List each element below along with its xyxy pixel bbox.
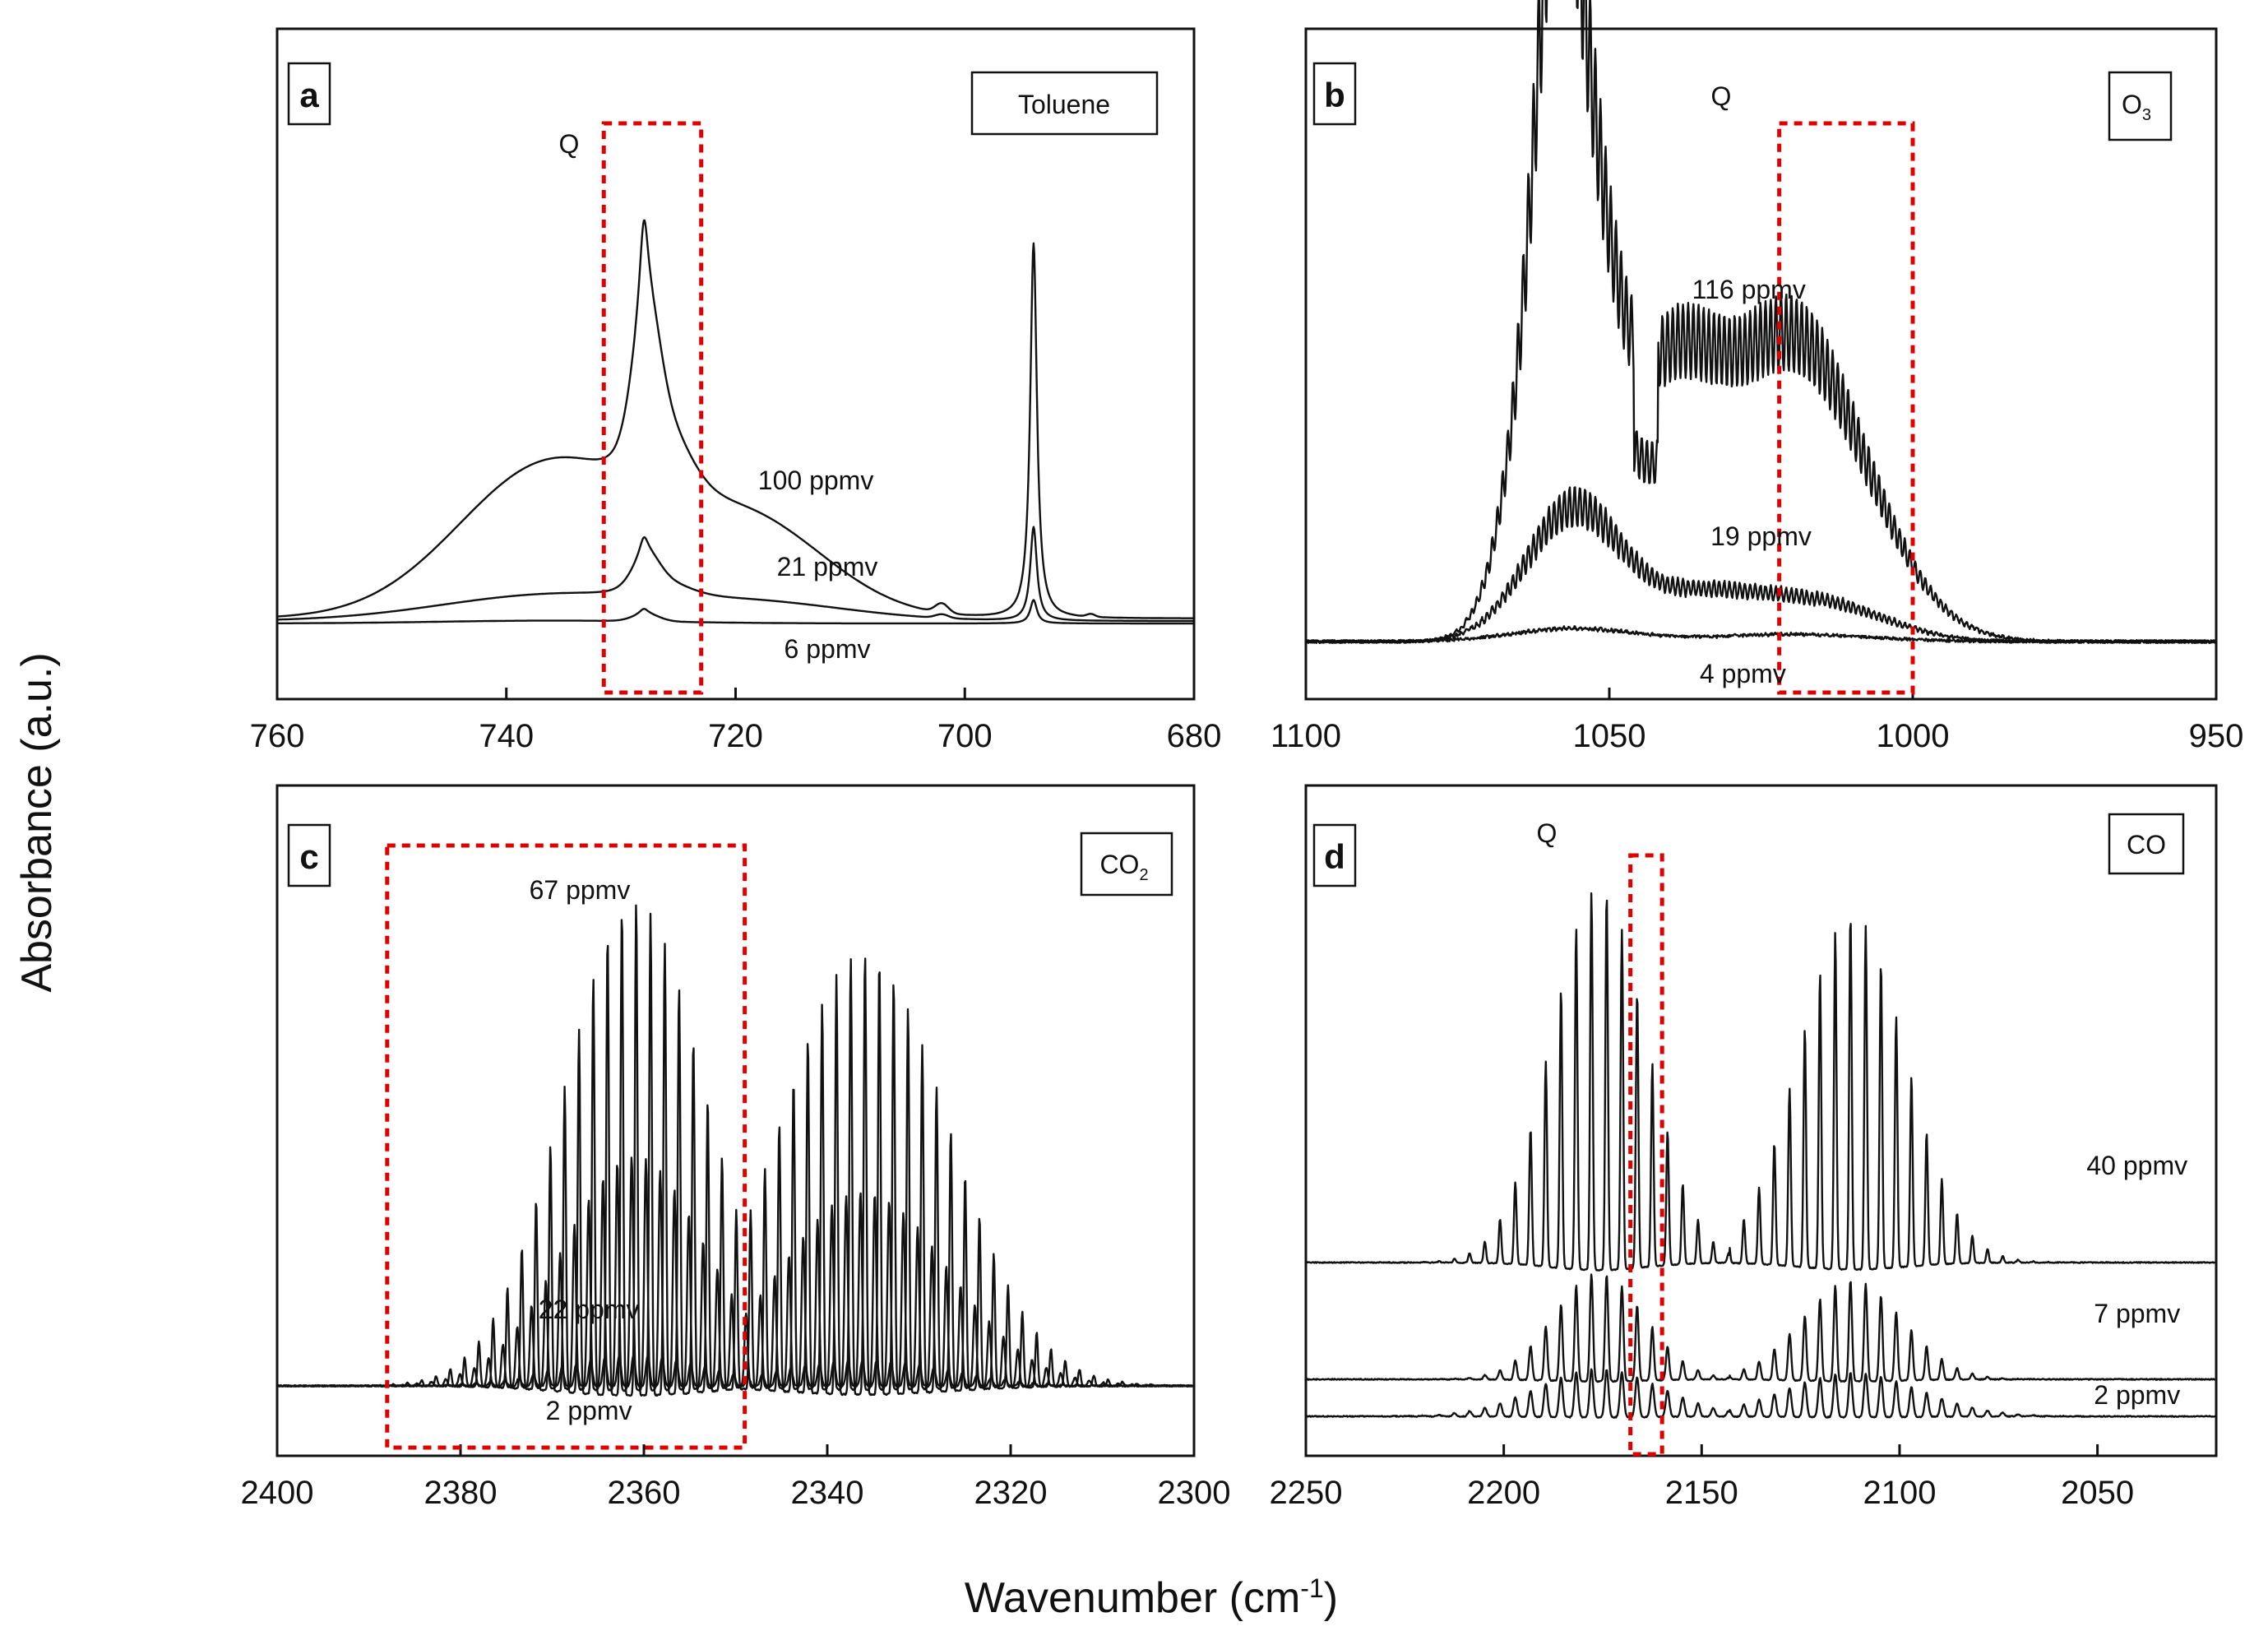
panel-b-molecule-subscript: 3 xyxy=(2142,106,2151,124)
panel-b: 1100 1050 1000 950 Q b O3 116 ppmv 19 ppmv … xyxy=(1271,0,2243,754)
panel-d-spectrum-7-ppmv xyxy=(1305,1273,2217,1383)
panel-d-x-tick-label: 2100 xyxy=(1863,1475,1936,1511)
panel-a-x-ticks: 760 740 720 700 680 xyxy=(250,688,1222,754)
panel-b-x-tick-label: 1000 xyxy=(1877,718,1950,754)
panel-a-molecule-label: Toluene xyxy=(1018,90,1110,119)
panel-c-molecule-label: CO2 xyxy=(1099,850,1148,884)
panel-b-x-tick-label: 950 xyxy=(2189,718,2244,754)
panel-a-x-tick-label: 700 xyxy=(937,718,993,754)
x-axis-title-close: ) xyxy=(1324,1574,1338,1622)
panel-c-molecule-main: CO xyxy=(1099,850,1139,879)
panel-c-x-tick-label: 2380 xyxy=(424,1475,498,1511)
panel-b-x-ticks: 1100 1050 1000 950 xyxy=(1271,688,2243,754)
panel-c-frame xyxy=(275,784,1196,1457)
panel-c-series-label: 22 ppmv xyxy=(539,1295,640,1324)
panel-b-series-label: 4 ppmv xyxy=(1700,659,1786,688)
panel-d-q-label: Q xyxy=(1537,818,1558,848)
panel-a-letter: a xyxy=(299,76,319,114)
panel-a-x-tick-label: 740 xyxy=(479,718,534,754)
panel-d-frame xyxy=(1304,784,2218,1457)
panel-c-molecule-box xyxy=(1080,832,1173,897)
panel-b-series-label: 116 ppmv xyxy=(1692,275,1806,304)
panel-d-q-highlight-box xyxy=(1628,853,1664,1457)
panel-d-series-label: 7 ppmv xyxy=(2094,1299,2180,1328)
panel-d-letter-box xyxy=(1312,823,1357,887)
panel-b-q-highlight-box xyxy=(1777,121,1915,695)
panel-d-x-tick-label: 2150 xyxy=(1665,1475,1738,1511)
panel-a-q-label: Q xyxy=(559,129,580,159)
panel-d: 2250 2200 2150 2100 2050 Q d CO 40 ppmv 7 pp… xyxy=(1270,784,2218,1511)
panel-b-spectra xyxy=(1304,0,2218,644)
panel-c: 2400 2380 2360 2340 2320 2300 c CO2 67 ppmv 2… xyxy=(241,784,1231,1511)
panel-a-series-label: 100 ppmv xyxy=(758,466,874,495)
panel-a-series-label: 6 ppmv xyxy=(785,634,871,664)
panel-b-x-tick-label: 1050 xyxy=(1573,718,1646,754)
x-axis-title-superscript: -1 xyxy=(1300,1573,1323,1603)
panel-c-x-tick-label: 2340 xyxy=(791,1475,864,1511)
panel-b-spectrum-4-ppmv xyxy=(1304,625,2218,644)
panel-b-x-tick-label: 1100 xyxy=(1271,718,1341,754)
panel-d-letter: d xyxy=(1324,837,1345,876)
panel-d-x-tick-label: 2250 xyxy=(1270,1475,1343,1511)
x-axis-title-main: Wavenumber (cm xyxy=(965,1574,1300,1622)
panel-a-x-tick-label: 680 xyxy=(1167,718,1222,754)
panel-a-series-label: 21 ppmv xyxy=(777,552,878,582)
panel-b-frame xyxy=(1304,27,2218,701)
panel-d-x-tick-label: 2200 xyxy=(1467,1475,1540,1511)
panel-c-x-tick-label: 2400 xyxy=(241,1475,314,1511)
panel-a-x-tick-label: 720 xyxy=(708,718,763,754)
panel-b-letter: b xyxy=(1324,76,1345,114)
panel-d-spectrum-2-ppmv xyxy=(1305,1368,2217,1419)
panel-a-letter-box xyxy=(287,62,331,126)
panel-d-x-tick-label: 2050 xyxy=(2061,1475,2134,1511)
panel-d-spectra xyxy=(1305,892,2217,1419)
panel-c-x-tick-label: 2320 xyxy=(974,1475,1048,1511)
panel-a: 760 740 720 700 680 Q a Toluene 100 ppmv 21 … xyxy=(250,27,1222,754)
panel-d-molecule-box xyxy=(2108,813,2185,875)
panel-a-molecule-box xyxy=(970,71,1159,136)
panel-c-x-tick-label: 2360 xyxy=(608,1475,681,1511)
panel-b-letter-box xyxy=(1312,62,1357,126)
panel-b-molecule-box xyxy=(2108,71,2173,141)
panel-b-series-label: 19 ppmv xyxy=(1710,521,1812,551)
panel-c-letter-box xyxy=(287,823,331,887)
panel-a-x-tick-label: 760 xyxy=(250,718,305,754)
panel-d-series-label: 2 ppmv xyxy=(2094,1380,2180,1410)
panel-b-molecule-main: O xyxy=(2122,90,2142,119)
panel-c-spectrum-2-ppmv xyxy=(276,1354,1195,1388)
panel-c-series-label: 67 ppmv xyxy=(530,875,631,905)
panel-a-spectra xyxy=(276,219,1195,625)
panel-a-spectrum-6-ppmv xyxy=(276,599,1195,625)
panel-c-x-tick-label: 2300 xyxy=(1158,1475,1231,1511)
x-axis-title: Wavenumber (cm-1) xyxy=(965,1573,1338,1622)
panel-c-spectra xyxy=(276,904,1195,1397)
panel-c-molecule-subscript: 2 xyxy=(1139,866,1148,884)
panel-d-spectrum-40-ppmv xyxy=(1305,892,2217,1272)
panel-a-spectrum-21-ppmv xyxy=(276,526,1195,623)
panel-d-molecule-label: CO xyxy=(2127,830,2166,860)
panel-a-q-highlight-box xyxy=(601,121,704,695)
panel-c-x-ticks: 2400 2380 2360 2340 2320 2300 xyxy=(241,1444,1231,1511)
panel-a-spectrum-100-ppmv xyxy=(276,219,1195,619)
panel-d-series-label: 40 ppmv xyxy=(2086,1151,2187,1180)
panel-c-letter: c xyxy=(299,837,318,876)
panel-d-x-ticks: 2250 2200 2150 2100 2050 xyxy=(1270,1444,2134,1511)
panel-c-series-label: 2 ppmv xyxy=(546,1396,632,1425)
panel-b-molecule-label: O3 xyxy=(2122,90,2151,124)
panel-b-q-label: Q xyxy=(1711,81,1732,111)
panel-c-highlight-box xyxy=(385,843,748,1450)
y-axis-title: Absorbance (a.u.) xyxy=(13,652,61,992)
